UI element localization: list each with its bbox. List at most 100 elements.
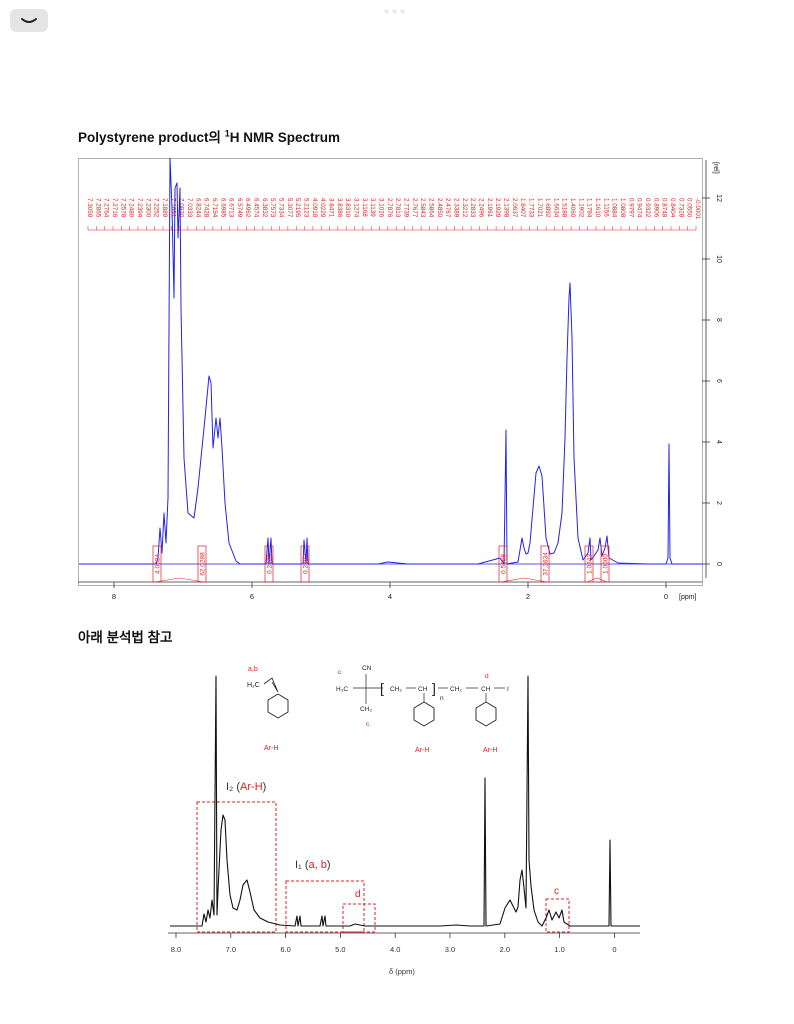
spectrum-trace bbox=[79, 158, 702, 565]
peak-label: 2.4767 bbox=[444, 198, 451, 218]
drag-handle-icon[interactable] bbox=[384, 9, 405, 14]
peak-label: 7.2252 bbox=[153, 198, 160, 218]
x-tick-label: 4 bbox=[388, 592, 392, 601]
peak-label: 6.5749 bbox=[236, 198, 243, 218]
polymer-ring-label-1: Ar-H bbox=[415, 747, 429, 754]
annotation-c: c bbox=[554, 886, 559, 897]
integral-label: 0.2492 bbox=[303, 554, 310, 574]
peak-label: 2.7739 bbox=[402, 198, 409, 218]
peak-label: 6.8244 bbox=[194, 198, 201, 218]
integral-box bbox=[300, 545, 310, 583]
peak-label: 2.4850 bbox=[436, 198, 443, 218]
peak-label: 1.7733 bbox=[527, 198, 534, 218]
polymer-c-top: c bbox=[338, 669, 342, 676]
peak-label: 0.0550 bbox=[686, 198, 693, 218]
peak-label: 1.1902 bbox=[577, 198, 584, 218]
x-tick-label: 5.0 bbox=[335, 945, 345, 954]
peak-label: 3.8310 bbox=[344, 198, 351, 218]
peak-label: 2.1398 bbox=[502, 198, 509, 218]
nmr-spectrum-chart: [rel] 12 10 8 6 4 2 0 8 6 4 2 0 [ppm] 7.3059 7.2865… bbox=[78, 158, 722, 601]
peak-label: 1.0884 bbox=[611, 198, 618, 218]
peak-label: 7.2865 bbox=[94, 198, 101, 218]
reference-x-label: δ (ppm) bbox=[389, 967, 415, 976]
spectrum-title: Polystyrene product의 1H NMR Spectrum bbox=[78, 128, 340, 146]
integral-box bbox=[152, 545, 162, 583]
peak-label: 2.5864 bbox=[427, 198, 434, 218]
x-tick-label: 2.0 bbox=[500, 945, 510, 954]
region-box-ab bbox=[285, 880, 365, 933]
integral-box bbox=[264, 545, 274, 583]
polymer-c-bottom: c bbox=[366, 721, 370, 728]
integral-label: 4.0524 bbox=[155, 554, 162, 574]
y-tick-label: 0 bbox=[715, 562, 722, 566]
peak-label: 6.7428 bbox=[203, 198, 210, 218]
x-tick-label: 0 bbox=[612, 945, 616, 954]
polymer-ch-b: CH bbox=[481, 686, 491, 693]
region-box-c bbox=[545, 898, 570, 933]
monomer-structure: a,b H₂C Ar-H bbox=[247, 666, 289, 752]
integral-label: 1.0343 bbox=[587, 554, 594, 574]
x-tick-label: 0 bbox=[664, 592, 668, 601]
peak-label: 6.4574 bbox=[253, 198, 260, 218]
peak-label: 2.7876 bbox=[386, 198, 393, 218]
integral-box bbox=[600, 545, 610, 583]
peak-label: 5.2123 bbox=[303, 198, 310, 218]
y-unit: [rel] bbox=[712, 162, 719, 174]
collapse-button[interactable] bbox=[10, 9, 48, 32]
peak-label: 2.5843 bbox=[419, 198, 426, 218]
peak-label: 1.5188 bbox=[561, 198, 568, 218]
peak-label: 3.8471 bbox=[328, 198, 335, 218]
peak-label: 0.9474 bbox=[636, 198, 643, 218]
peak-label: 0.8748 bbox=[661, 198, 668, 218]
peak-label: 1.7021 bbox=[536, 198, 543, 218]
y-tick-label: 2 bbox=[715, 501, 722, 505]
peak-label: 7.2300 bbox=[144, 198, 151, 218]
region-box-ar-h bbox=[196, 801, 277, 933]
x-tick-label: 3.0 bbox=[445, 945, 455, 954]
peak-label: 4.0229 bbox=[319, 198, 326, 218]
x-axis: 8 6 4 2 0 [ppm] bbox=[78, 581, 702, 601]
x-tick-label: 6 bbox=[250, 592, 254, 601]
monomer-h2c: H₂C bbox=[247, 682, 260, 689]
peak-label: 2.2496 bbox=[477, 198, 484, 218]
peak-label: 0.9797 bbox=[627, 198, 634, 218]
peak-label: 2.3389 bbox=[452, 198, 459, 218]
x-tick-label: 8 bbox=[112, 592, 116, 601]
integral-label: 37.3634 bbox=[543, 552, 550, 576]
peak-label: 6.4962 bbox=[244, 198, 251, 218]
x-tick-label: 1.0 bbox=[554, 945, 564, 954]
peak-label: 7.0333 bbox=[186, 198, 193, 218]
region-box-d bbox=[342, 903, 376, 933]
peak-label: 7.3059 bbox=[86, 198, 93, 218]
peak-label: 1.1156 bbox=[602, 198, 609, 217]
peak-label: 6.7154 bbox=[211, 198, 218, 218]
reference-x-axis: 8.0 7.0 6.0 5.0 4.0 3.0 2.0 1.0 0 bbox=[171, 933, 616, 954]
peak-label: 3.1026 bbox=[378, 198, 385, 218]
reference-nmr-figure: a,b H₂C Ar-H c CN H₃C [ CH₂ CH ] n CH₂ C… bbox=[168, 665, 640, 976]
peak-label: 7.2480 bbox=[128, 198, 135, 218]
peak-label: 2.7677 bbox=[411, 198, 418, 218]
y-tick-label: 10 bbox=[715, 255, 722, 263]
x-tick-label: 4.0 bbox=[390, 945, 400, 954]
integral-box bbox=[540, 545, 550, 583]
integral-label: 1.0000 bbox=[603, 554, 610, 574]
y-tick-label: 8 bbox=[715, 318, 722, 322]
peak-label: 3.1139 bbox=[369, 198, 376, 217]
x-tick-label: 2 bbox=[526, 592, 530, 601]
peak-label: 5.2195 bbox=[294, 198, 301, 218]
integral-bracket bbox=[586, 577, 608, 583]
peak-label: 0.8404 bbox=[669, 198, 676, 218]
peak-label: 1.8407 bbox=[519, 198, 526, 218]
x-tick-label: 6.0 bbox=[280, 945, 290, 954]
polymer-h3c: H₃C bbox=[336, 686, 348, 693]
monomer-ring-label: Ar-H bbox=[264, 745, 278, 752]
svg-text:[: [ bbox=[380, 680, 384, 696]
peak-label: 7.2578 bbox=[119, 198, 126, 218]
polymer-ch3: CH₃ bbox=[360, 706, 372, 713]
peak-label: 5.7334 bbox=[278, 198, 285, 218]
peak-label: 6.6713 bbox=[228, 198, 235, 218]
annotation-d: d bbox=[355, 889, 361, 900]
peak-label: 0.9322 bbox=[644, 198, 651, 218]
polymer-ch2-a: CH₂ bbox=[390, 686, 402, 693]
svg-text:]: ] bbox=[432, 680, 436, 696]
